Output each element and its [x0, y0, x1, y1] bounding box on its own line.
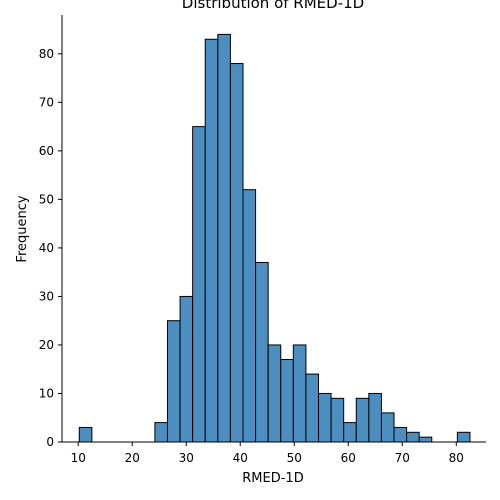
histogram-bar: [406, 431, 420, 443]
x-tick-label: 30: [179, 451, 194, 465]
x-tick-label: 10: [71, 451, 86, 465]
histogram-bar: [393, 426, 408, 443]
y-tick-label: 80: [39, 47, 54, 61]
histogram-bar: [368, 392, 382, 443]
histogram-bar: [78, 426, 93, 443]
y-tick-label: 40: [39, 241, 54, 255]
histogram-bar: [154, 422, 168, 443]
x-axis-label: RMED-1D: [242, 471, 303, 486]
histogram-bars: [78, 33, 471, 443]
x-tick-label: 50: [287, 451, 302, 465]
histogram-bar: [330, 397, 345, 443]
histogram-bar: [217, 33, 231, 443]
histogram-bar: [456, 431, 471, 443]
y-axis-label: Frequency: [15, 195, 30, 262]
histogram-bar: [229, 63, 244, 443]
x-tick-label: 20: [125, 451, 140, 465]
histogram-bar: [192, 126, 206, 443]
y-tick-label: 0: [46, 435, 54, 449]
x-tick-label: 40: [233, 451, 248, 465]
histogram-bar: [343, 422, 357, 443]
x-tick-label: 70: [395, 451, 410, 465]
histogram-bar: [305, 373, 320, 443]
histogram-bar: [267, 344, 282, 443]
y-axis-ticks: 0 10 20 30 40 50 60 70 80: [39, 47, 62, 449]
histogram-bar: [280, 359, 294, 443]
histogram-bar: [255, 261, 269, 443]
y-tick-label: 60: [39, 144, 54, 158]
histogram-bar: [179, 295, 194, 443]
y-tick-label: 50: [39, 192, 54, 206]
y-tick-label: 30: [39, 289, 54, 303]
chart-title: Distribution of RMED-1D: [182, 0, 364, 12]
x-tick-label: 80: [449, 451, 464, 465]
x-axis-ticks: 10 20 30 40 50 60 70 80: [71, 442, 464, 465]
x-tick-label: 60: [341, 451, 356, 465]
histogram-bar: [242, 189, 257, 443]
histogram-bar: [318, 392, 332, 443]
histogram-bar: [380, 412, 395, 443]
histogram-bar: [204, 38, 219, 443]
y-tick-label: 20: [39, 338, 54, 352]
histogram-bar: [166, 320, 181, 443]
y-tick-label: 10: [39, 386, 54, 400]
histogram-bar: [355, 397, 370, 443]
y-tick-label: 70: [39, 95, 54, 109]
histogram-bar: [418, 436, 433, 443]
histogram-bar: [292, 344, 307, 443]
